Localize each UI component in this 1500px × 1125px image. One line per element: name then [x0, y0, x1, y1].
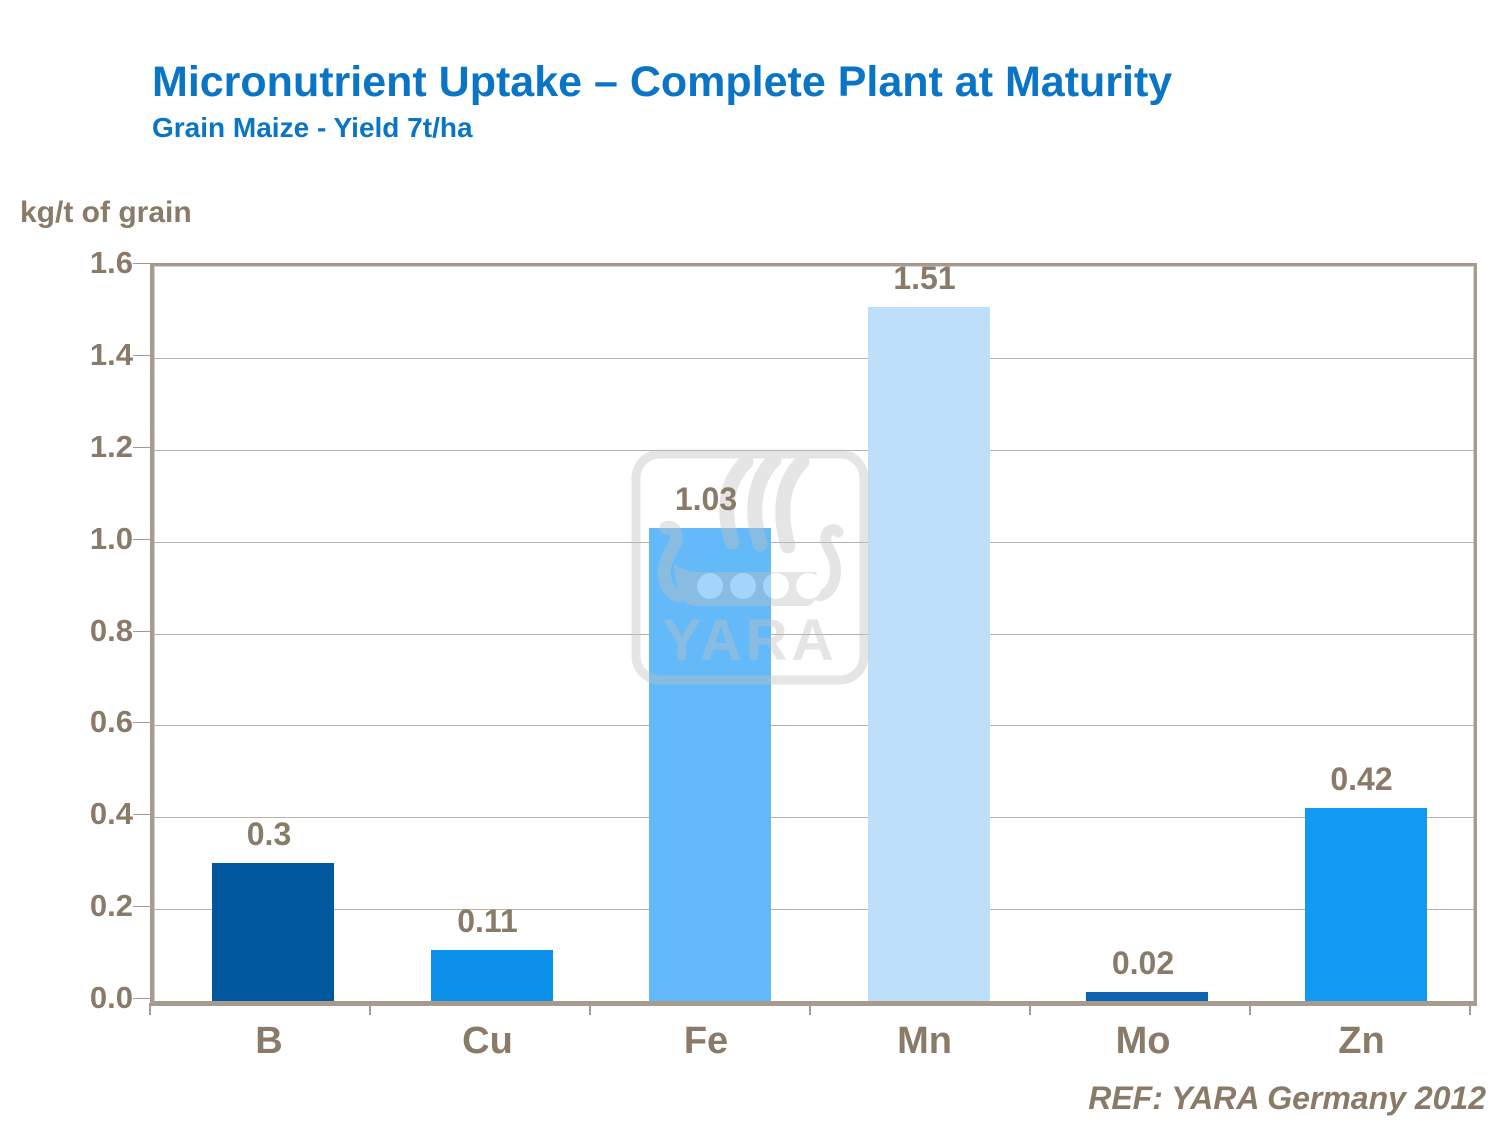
plot-inner [154, 266, 1474, 1001]
y-axis-tick-label: 0.4 [89, 796, 133, 832]
bar-B [212, 863, 334, 1001]
x-axis-tick-mark [1029, 1003, 1031, 1015]
x-axis-tick-mark [589, 1003, 591, 1015]
y-axis-tick-mark [133, 538, 150, 540]
bar-value-label-Mn: 1.51 [893, 260, 956, 297]
bar-Fe [649, 527, 771, 1001]
x-axis-tick-mark [1249, 1003, 1251, 1015]
gridline-1.0 [154, 541, 1474, 543]
y-axis-tick-mark [133, 998, 150, 999]
gridline-0.6 [154, 725, 1474, 727]
y-axis-tick-label: 0.2 [89, 888, 133, 924]
y-axis-tick-mark [133, 630, 150, 632]
y-axis-tick-mark [133, 354, 150, 356]
y-axis-tick-label: 1.6 [89, 245, 133, 280]
bar-value-label-Cu: 0.11 [457, 903, 518, 940]
plot-area [150, 263, 1477, 1006]
x-axis-tick-mark [1469, 1003, 1471, 1015]
bar-Zn [1304, 808, 1427, 1001]
y-axis-unit-label: kg/t of grain [20, 196, 192, 229]
y-axis-tick-label: 0.8 [89, 612, 133, 648]
x-axis-label-Fe: Fe [683, 1020, 729, 1062]
x-axis-label-Cu: Cu [462, 1020, 513, 1062]
y-axis-tick-label: 0.6 [89, 704, 133, 740]
x-axis-tick-mark [809, 1003, 811, 1015]
y-axis-tick-mark [133, 814, 150, 816]
y-axis-tick-label: 1.4 [89, 336, 133, 372]
x-axis-label-Zn: Zn [1338, 1020, 1385, 1062]
gridline-0.4 [154, 817, 1474, 819]
reference-text: REF: YARA Germany 2012 [1088, 1080, 1486, 1116]
gridline-1.4 [154, 357, 1474, 359]
chart-title: Micronutrient Uptake – Complete Plant at… [152, 58, 1173, 106]
y-axis-tick-mark [133, 722, 150, 724]
gridline-1.2 [154, 449, 1474, 451]
bar-Cu [430, 950, 553, 1001]
x-axis-tick-mark [149, 1003, 151, 1015]
bar-value-label-Fe: 1.03 [674, 480, 738, 517]
x-axis-label-Mn: Mn [897, 1020, 952, 1062]
bar-value-label-Zn: 0.42 [1330, 761, 1393, 798]
x-axis-label-B: B [255, 1020, 283, 1062]
chart-subtitle: Grain Maize - Yield 7t/ha [152, 112, 473, 143]
bar-Mn [867, 307, 990, 1001]
y-axis-tick-label: 1.0 [89, 520, 133, 556]
y-axis-tick-label: 1.2 [89, 428, 133, 464]
bar-Mo [1086, 991, 1208, 1001]
y-axis-tick-label: 0.0 [89, 980, 133, 1015]
y-axis-tick-mark [133, 906, 150, 908]
bar-value-label-B: 0.3 [246, 816, 292, 853]
gridline-0.8 [154, 633, 1474, 635]
x-axis-tick-mark [369, 1003, 371, 1015]
x-axis-label-Mo: Mo [1115, 1020, 1171, 1062]
gridline-0.2 [154, 909, 1474, 911]
y-axis-tick-mark [133, 263, 150, 264]
bar-value-label-Mo: 0.02 [1111, 944, 1175, 981]
y-axis-tick-mark [133, 446, 150, 448]
